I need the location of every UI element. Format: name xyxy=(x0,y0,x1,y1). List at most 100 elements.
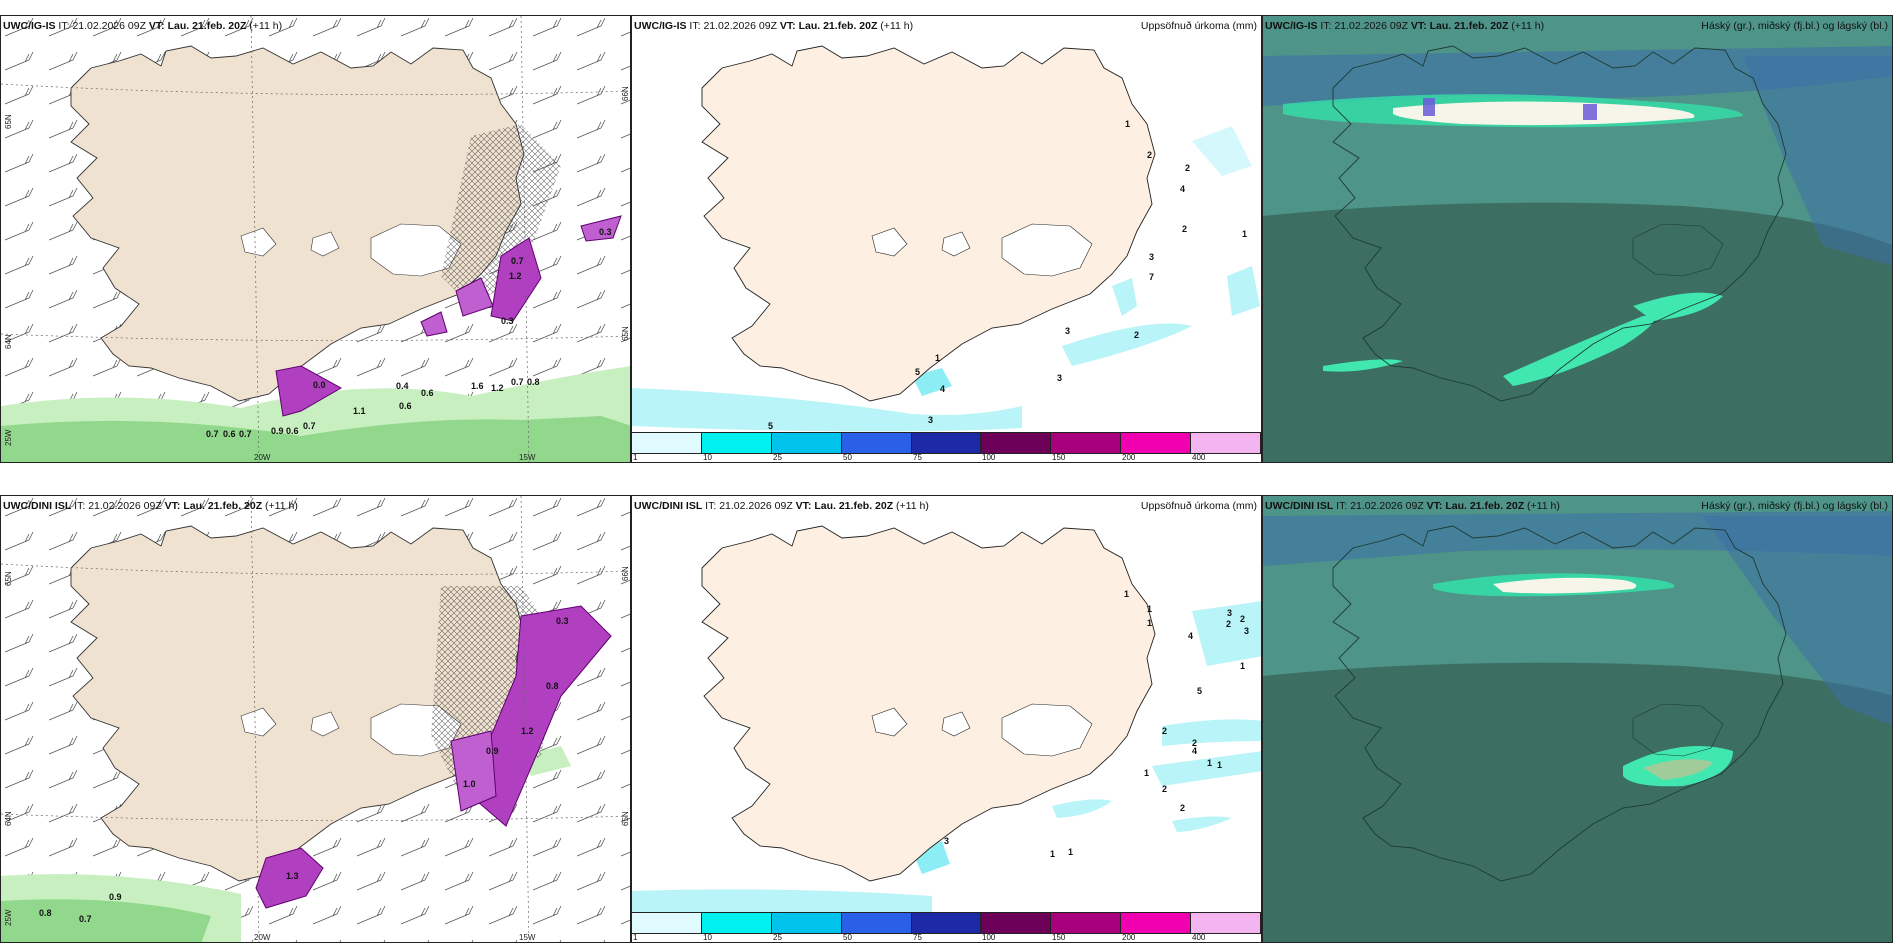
lead-time: (+11 h) xyxy=(249,20,283,32)
panel-header: UWC/IG-IS IT: 21.02.2026 09Z VT: Lau. 21… xyxy=(1265,20,1544,32)
it-value: 21.02.2026 09Z xyxy=(72,20,146,32)
value-label: 1.3 xyxy=(286,871,299,881)
it-value: 21.02.2026 09Z xyxy=(1350,500,1424,512)
value-label: 0.3 xyxy=(599,227,612,237)
vt-value: Lau. 21.feb. 20Z xyxy=(1429,20,1509,32)
lat-label: 65N xyxy=(4,114,13,129)
colorbar-segment xyxy=(1051,433,1122,453)
vt-label: VT: xyxy=(164,500,181,512)
colorbar-tick: 200 xyxy=(1122,933,1136,942)
it-value: 21.02.2026 09Z xyxy=(1334,20,1408,32)
value-label: 1 xyxy=(1144,768,1150,778)
precip-colorbar xyxy=(632,912,1261,934)
colorbar-segment xyxy=(771,913,842,933)
lon-label: 20W xyxy=(254,933,271,942)
colorbar-segment xyxy=(911,433,982,453)
lead-time: (+11 h) xyxy=(880,20,914,32)
value-label: 0.8 xyxy=(39,908,52,918)
colorbar-tick: 25 xyxy=(773,453,782,462)
colorbar-segment xyxy=(701,913,772,933)
lat-label: 64N xyxy=(4,334,13,349)
value-label: 0.7 xyxy=(239,429,252,439)
wind-map xyxy=(1,16,630,462)
panel-header: UWC/IG-IS IT: 21.02.2026 09Z VT: Lau. 21… xyxy=(634,20,913,32)
value-label: 2 xyxy=(1162,784,1168,794)
vt-label: VT: xyxy=(1426,500,1443,512)
colorbar-tick: 10 xyxy=(703,453,712,462)
iceland-land xyxy=(701,525,1156,882)
vt-value: Lau. 21.feb. 20Z xyxy=(183,500,263,512)
value-label: 0.4 xyxy=(396,381,409,391)
value-label: 7 xyxy=(1149,272,1155,282)
colorbar-segment xyxy=(1121,433,1192,453)
lat-label: 64N xyxy=(4,811,13,826)
snow-area-south xyxy=(275,365,343,417)
value-label: 4 xyxy=(1192,746,1198,756)
panel-bottom-left-wind: UWC/DINI ISL IT: 21.02.2026 09Z VT: Lau.… xyxy=(0,495,631,943)
vt-label: VT: xyxy=(779,20,796,32)
value-label: 3 xyxy=(1065,326,1071,336)
colorbar-tick: 200 xyxy=(1122,453,1136,462)
low-cloud-area xyxy=(1263,202,1892,462)
value-label: 3 xyxy=(944,836,950,846)
it-label: IT: xyxy=(74,500,86,512)
value-label: 0.6 xyxy=(223,429,236,439)
mid-cloud-area xyxy=(1703,516,1892,726)
low-cloud-area xyxy=(1263,662,1892,942)
colorbar-segment xyxy=(1191,913,1261,933)
value-label: 0.9 xyxy=(109,892,122,902)
value-label: 4 xyxy=(1188,631,1194,641)
hatched-area xyxy=(441,124,561,306)
colorbar-tick: 25 xyxy=(773,933,782,942)
value-label: 0.6 xyxy=(421,388,434,398)
value-label: 3 xyxy=(1227,608,1233,618)
panel-top-middle-precip: UWC/IG-IS IT: 21.02.2026 09Z VT: Lau. 21… xyxy=(631,15,1262,463)
value-label: 1 xyxy=(1242,229,1248,239)
value-label: 1 xyxy=(1217,760,1223,770)
model-name: UWC/DINI ISL xyxy=(3,500,72,512)
vt-value: Lau. 21.feb. 20Z xyxy=(814,500,894,512)
value-label: 1 xyxy=(1050,849,1056,859)
model-name: UWC/IG-IS xyxy=(634,20,687,32)
lon-label: 15W xyxy=(519,453,536,462)
value-label: 1 xyxy=(1124,589,1130,599)
panel-header: UWC/DINI ISL IT: 21.02.2026 09Z VT: Lau.… xyxy=(634,500,929,512)
colorbar-segment xyxy=(981,433,1052,453)
lat-label: 65N xyxy=(4,571,13,586)
colorbar-tick: 1 xyxy=(633,933,638,942)
value-label: 0.9 xyxy=(271,426,284,436)
colorbar-tick: 150 xyxy=(1052,453,1066,462)
cloud-map xyxy=(1263,496,1892,942)
value-label: 0.7 xyxy=(511,377,524,387)
colorbar-tick: 1 xyxy=(633,453,638,462)
lat-label: 66N xyxy=(621,86,630,101)
value-label: 2 xyxy=(1185,163,1191,173)
value-label: 0.7 xyxy=(79,914,92,924)
panel-title: Uppsöfnuð úrkoma (mm) xyxy=(1140,500,1257,512)
colorbar-segment xyxy=(1051,913,1122,933)
it-label: IT: xyxy=(689,20,701,32)
colorbar-tick: 50 xyxy=(843,933,852,942)
value-label: 0.3 xyxy=(501,316,514,326)
value-label: 1 xyxy=(1207,758,1213,768)
value-label: 3 xyxy=(1149,252,1155,262)
value-label: 3 xyxy=(1244,626,1250,636)
model-name: UWC/IG-IS xyxy=(1265,20,1318,32)
panel-bottom-right-clouds: UWC/DINI ISL IT: 21.02.2026 09Z VT: Lau.… xyxy=(1262,495,1893,943)
lon-label: 20W xyxy=(254,453,271,462)
it-label: IT: xyxy=(58,20,70,32)
value-label: 1 xyxy=(1147,618,1153,628)
precip-map xyxy=(632,45,1260,432)
colorbar-segment xyxy=(1191,433,1261,453)
colorbar-tick: 100 xyxy=(982,453,996,462)
value-label: 2 xyxy=(1147,150,1153,160)
value-label: 0.7 xyxy=(511,256,524,266)
value-label: 1 xyxy=(1125,119,1131,129)
colorbar-segment xyxy=(841,433,912,453)
value-label: 1.1 xyxy=(353,406,366,416)
colorbar-segment xyxy=(841,913,912,933)
lon-label: 25W xyxy=(4,429,13,446)
value-label: 0.9 xyxy=(486,746,499,756)
high-cloud-core xyxy=(1493,577,1637,594)
colorbar-segment xyxy=(632,433,702,453)
